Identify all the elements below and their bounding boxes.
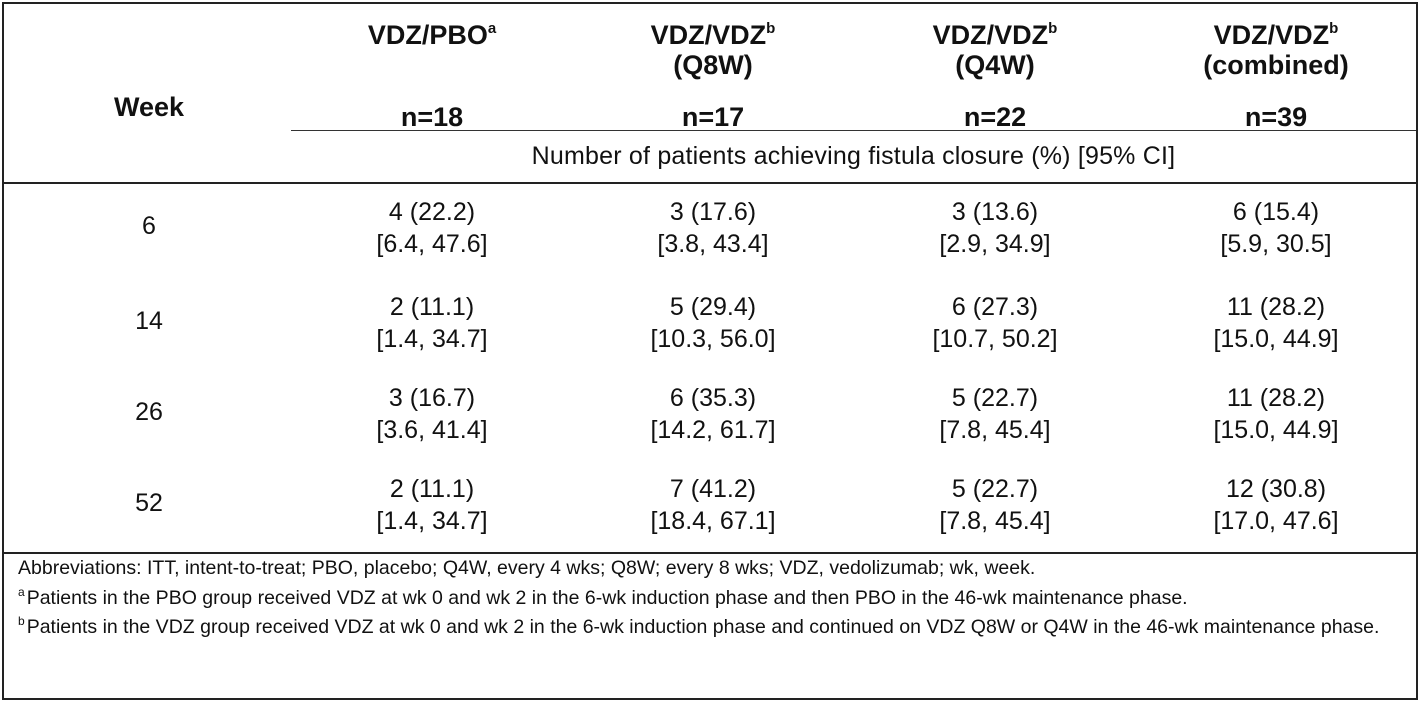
count-pct: 6 (35.3)	[669, 384, 757, 412]
table-row: 52 2 (11.1) [1.4, 34.7] 7 (41.2) [18.4, 67…	[4, 461, 1416, 551]
ci: [6.4, 47.6]	[376, 230, 488, 258]
data-cell: 11 (28.2) [15.0, 44.9]	[1135, 291, 1417, 355]
count-pct: 6 (15.4)	[1232, 198, 1320, 226]
week-cell: 26	[135, 398, 163, 426]
ci: [7.8, 45.4]	[939, 416, 1051, 444]
column-subtitle: (Q4W)	[955, 50, 1035, 80]
footnote-a: a Patients in the PBO group received VDZ …	[18, 581, 1406, 611]
count-pct: 2 (11.1)	[389, 293, 475, 321]
data-cell: 4 (22.2) [6.4, 47.6]	[291, 196, 573, 260]
week-cell: 6	[142, 212, 156, 240]
table-row: 26 3 (16.7) [3.6, 41.4] 6 (35.3) [14.2, 61…	[4, 370, 1416, 460]
data-cell: 5 (22.7) [7.8, 45.4]	[854, 473, 1136, 537]
column-n: n=18	[400, 102, 464, 132]
count-pct: 5 (22.7)	[951, 475, 1039, 503]
ci: [18.4, 67.1]	[650, 507, 776, 535]
footnotes: Abbreviations: ITT, intent-to-treat; PBO…	[18, 557, 1406, 640]
ci: [2.9, 34.9]	[939, 230, 1051, 258]
footnote-b: b Patients in the VDZ group received VDZ …	[18, 610, 1406, 640]
ci: [7.8, 45.4]	[939, 507, 1051, 535]
data-cell: 12 (30.8) [17.0, 47.6]	[1135, 473, 1417, 537]
footnote-marker: a	[487, 20, 497, 37]
column-subtitle: (Q8W)	[673, 50, 753, 80]
column-subtitle: (combined)	[1203, 50, 1349, 80]
ci: [3.8, 43.4]	[657, 230, 769, 258]
table-header: Week VDZ/PBOa n=18 VDZ/VDZb (Q8W) n=17 V…	[4, 4, 1416, 184]
count-pct: 5 (29.4)	[669, 293, 757, 321]
week-cell: 14	[135, 307, 163, 335]
footnote-marker: b	[1329, 20, 1339, 37]
column-header-vdz-combined: VDZ/VDZb (combined) n=39	[1135, 14, 1417, 132]
data-cell: 5 (22.7) [7.8, 45.4]	[854, 382, 1136, 446]
count-pct: 3 (13.6)	[951, 198, 1039, 226]
column-header-vdz-q4w: VDZ/VDZb (Q4W) n=22	[854, 14, 1136, 132]
ci: [17.0, 47.6]	[1213, 507, 1339, 535]
footnote-text: Patients in the PBO group received VDZ a…	[26, 586, 1188, 609]
data-cell: 5 (29.4) [10.3, 56.0]	[572, 291, 854, 355]
header-divider	[291, 130, 1416, 131]
data-cell: 6 (27.3) [10.7, 50.2]	[854, 291, 1136, 355]
header-bottom-rule	[4, 182, 1416, 184]
data-cell: 3 (13.6) [2.9, 34.9]	[854, 196, 1136, 260]
data-cell: 2 (11.1) [1.4, 34.7]	[291, 291, 573, 355]
count-pct: 6 (27.3)	[951, 293, 1039, 321]
column-n: n=39	[1244, 102, 1308, 132]
ci: [1.4, 34.7]	[376, 507, 488, 535]
count-pct: 5 (22.7)	[951, 384, 1039, 412]
ci: [15.0, 44.9]	[1213, 416, 1339, 444]
data-cell: 6 (15.4) [5.9, 30.5]	[1135, 196, 1417, 260]
table-row: 14 2 (11.1) [1.4, 34.7] 5 (29.4) [10.3, 56…	[4, 279, 1416, 369]
ci: [10.3, 56.0]	[650, 325, 776, 353]
ci: [3.6, 41.4]	[376, 416, 488, 444]
count-pct: 7 (41.2)	[669, 475, 757, 503]
data-cell: 11 (28.2) [15.0, 44.9]	[1135, 382, 1417, 446]
footnote-text: Patients in the VDZ group received VDZ a…	[26, 616, 1380, 638]
data-cell: 6 (35.3) [14.2, 61.7]	[572, 382, 854, 446]
data-cell: 3 (17.6) [3.8, 43.4]	[572, 196, 854, 260]
count-pct: 12 (30.8)	[1225, 475, 1327, 503]
ci: [15.0, 44.9]	[1213, 325, 1339, 353]
column-n: n=17	[681, 102, 745, 132]
column-title: VDZ/VDZ	[932, 20, 1049, 50]
column-title: VDZ/VDZ	[650, 20, 767, 50]
ci: [10.7, 50.2]	[932, 325, 1058, 353]
data-cell: 2 (11.1) [1.4, 34.7]	[291, 473, 573, 537]
column-n: n=22	[963, 102, 1027, 132]
ci: [14.2, 61.7]	[650, 416, 776, 444]
count-pct: 4 (22.2)	[388, 198, 476, 226]
footnote-marker: b	[766, 20, 776, 37]
footnote-marker: b	[18, 614, 25, 628]
column-header-vdz-pbo: VDZ/PBOa n=18	[291, 14, 573, 132]
count-pct: 3 (17.6)	[669, 198, 757, 226]
data-cell: 3 (16.7) [3.6, 41.4]	[291, 382, 573, 446]
column-title: VDZ/VDZ	[1213, 20, 1330, 50]
data-cell: 7 (41.2) [18.4, 67.1]	[572, 473, 854, 537]
count-pct: 2 (11.1)	[389, 475, 475, 503]
count-pct: 11 (28.2)	[1226, 384, 1326, 412]
week-cell: 52	[135, 489, 163, 517]
week-column-header: Week	[113, 92, 185, 122]
footnote-marker: a	[18, 584, 25, 599]
count-pct: 3 (16.7)	[388, 384, 476, 412]
ci: [1.4, 34.7]	[376, 325, 488, 353]
column-header-vdz-q8w: VDZ/VDZb (Q8W) n=17	[572, 14, 854, 132]
column-title: VDZ/PBO	[367, 20, 488, 50]
footnote-divider	[4, 552, 1416, 554]
subheading: Number of patients achieving fistula clo…	[531, 142, 1176, 170]
table-row: 6 4 (22.2) [6.4, 47.6] 3 (17.6) [3.8, 43.4…	[4, 184, 1416, 274]
count-pct: 11 (28.2)	[1226, 293, 1326, 321]
ci: [5.9, 30.5]	[1220, 230, 1332, 258]
footnote-marker: b	[1048, 20, 1058, 37]
abbreviations-note: Abbreviations: ITT, intent-to-treat; PBO…	[18, 557, 1036, 579]
